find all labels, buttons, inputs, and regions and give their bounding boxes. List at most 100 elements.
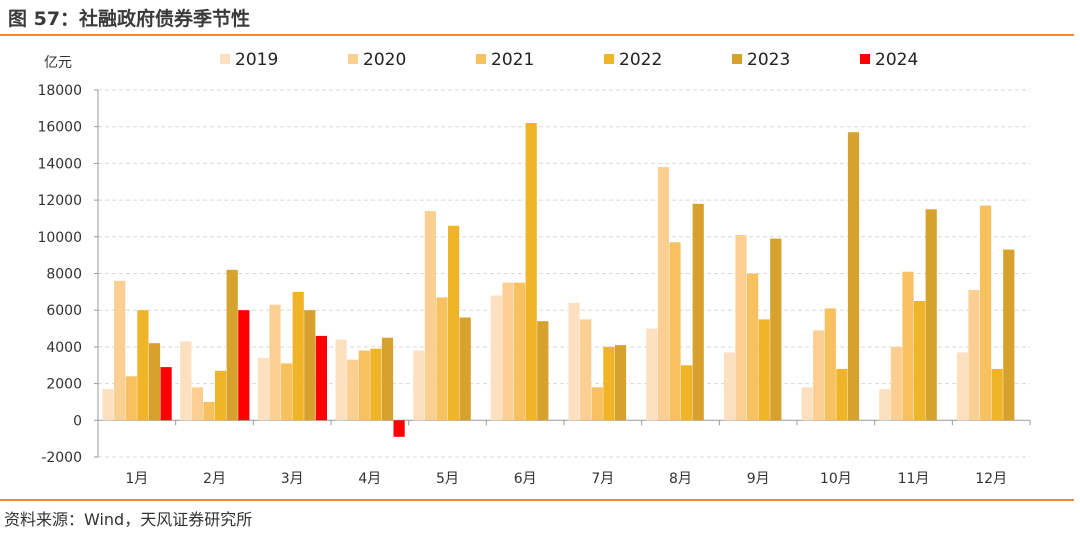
bar-2023-12 [1003,249,1015,421]
bars [102,123,1015,437]
bar-2019-2 [180,341,192,421]
bar-2024-1 [160,367,172,421]
y-tick-label: 16000 [37,120,82,136]
bar-2022-1 [137,310,149,421]
bar-2023-8 [692,203,704,421]
bar-2019-7 [568,302,580,421]
bar-2023-2 [226,269,238,421]
bar-2020-9 [735,235,747,421]
bar-2019-5 [413,350,425,421]
bar-2024-4 [393,420,405,437]
bar-2022-2 [215,370,227,421]
bar-2021-10 [824,308,836,421]
bar-2023-3 [304,310,316,421]
bar-2019-6 [490,295,502,421]
bar-2021-7 [591,387,603,421]
y-tick-label: 0 [73,413,82,429]
legend: 2019 2020 2021 2022 2023 2024 [220,50,918,70]
bar-2020-12 [968,290,980,421]
bar-2020-2 [191,387,203,421]
y-tick-label: 12000 [37,193,82,209]
x-tick-label: 6月 [514,471,537,487]
x-tick-label: 4月 [358,471,381,487]
x-tick-label: 8月 [669,471,692,487]
axis-labels: -2000 0 2000 4000 6000 8000 10000 12000 14000 160… [37,55,1007,487]
bar-2019-8 [646,328,658,421]
axes [94,89,1031,458]
bar-2022-10 [836,368,848,421]
bar-2019-9 [723,352,735,421]
y-tick-label: 6000 [46,303,82,319]
bar-2020-1 [114,280,126,421]
bar-2021-5 [436,297,448,421]
x-tick-label: 3月 [281,471,304,487]
bar-2022-12 [991,368,1003,421]
bar-2023-11 [925,209,937,421]
bar-2024-2 [238,310,250,421]
grid-lines [98,89,1030,458]
bar-2022-4 [370,348,382,421]
bar-2021-3 [281,363,293,421]
legend-label-2023: 2023 [747,50,790,70]
top-rule [0,34,1074,36]
bar-2021-9 [747,273,759,421]
y-tick-label: -2000 [41,450,82,466]
bar-2021-6 [514,282,526,421]
bar-2022-7 [603,346,615,421]
legend-label-2024: 2024 [875,50,918,70]
bar-2021-11 [902,271,914,421]
bar-2019-4 [335,339,347,421]
x-tick-label: 10月 [820,471,852,487]
bar-2021-12 [980,205,992,421]
legend-swatch-2022 [604,54,614,64]
legend-swatch-2019 [220,54,230,64]
bar-2022-11 [914,301,926,421]
bar-2023-5 [459,317,471,421]
x-tick-label: 9月 [747,471,770,487]
figure-title: 图 57：社融政府债券季节性 [8,8,251,30]
bar-2023-4 [381,337,394,421]
bar-2019-3 [257,357,269,421]
y-tick-label: 4000 [46,340,82,356]
legend-swatch-2020 [348,54,358,64]
bar-2023-10 [847,132,860,421]
x-tick-label: 5月 [436,471,459,487]
bar-2021-1 [125,376,137,421]
bar-2019-11 [879,389,891,421]
legend-label-2019: 2019 [235,50,278,70]
bar-2023-1 [148,343,161,421]
legend-swatch-2023 [732,54,742,64]
legend-label-2021: 2021 [491,50,534,70]
bar-2021-4 [358,350,370,421]
bar-2019-12 [956,352,968,421]
bar-2021-8 [669,242,681,421]
bar-2020-5 [424,211,436,421]
legend-swatch-2024 [860,54,870,64]
bar-2024-3 [315,335,327,421]
bar-2020-3 [269,304,281,421]
bar-2023-6 [537,321,549,421]
bar-2022-3 [292,291,304,421]
x-tick-label: 1月 [125,471,148,487]
bar-2020-7 [580,319,592,421]
x-tick-label: 7月 [591,471,614,487]
unit-label: 亿元 [44,55,72,71]
bar-2022-6 [525,123,537,421]
x-tick-label: 2月 [203,471,226,487]
bar-2022-5 [448,225,460,421]
bar-2022-9 [758,319,770,421]
bar-2020-11 [890,346,902,421]
bar-2020-8 [657,167,669,421]
bar-2020-6 [502,282,514,421]
bar-2019-1 [102,389,114,421]
y-tick-label: 2000 [46,377,82,393]
bar-2020-4 [347,359,359,421]
y-tick-label: 8000 [46,267,82,283]
bar-2020-10 [813,330,825,421]
x-tick-label: 11月 [898,471,930,487]
y-tick-label: 18000 [37,83,82,99]
bar-2021-2 [203,401,215,421]
bar-2022-8 [681,365,693,421]
bar-2023-9 [770,238,782,421]
